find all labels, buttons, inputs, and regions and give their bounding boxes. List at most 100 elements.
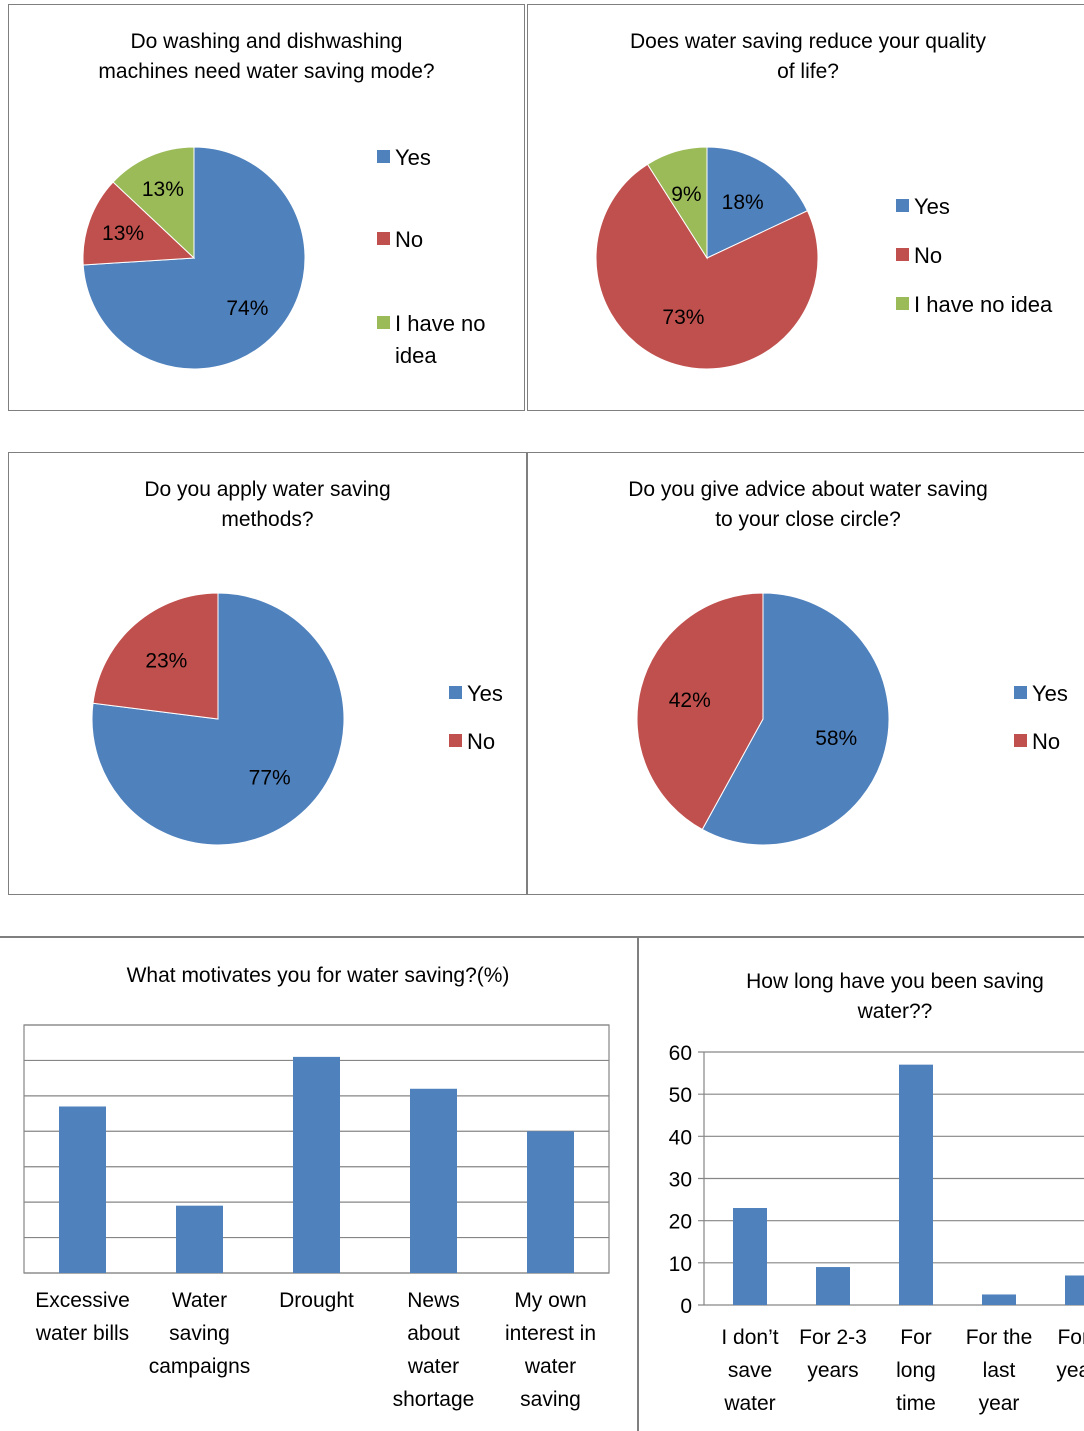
legend-swatch-yes — [377, 150, 390, 163]
category-label: time — [896, 1392, 936, 1415]
chart-panel-machines-water-saving-mode: Do washing and dishwashing machines need… — [8, 4, 525, 411]
bar-water-saving-campaigns — [176, 1205, 223, 1273]
chart-title: Do washing and dishwashing machines need… — [98, 30, 435, 83]
y-tick-label: 0 — [680, 1295, 692, 1318]
slice-label: 13% — [142, 178, 184, 201]
bar-i-don-t-save-water — [733, 1208, 767, 1305]
slice-label: 9% — [671, 183, 701, 206]
pie-chart: 77% 23% Yes No — [91, 592, 503, 846]
category-label: shortage — [393, 1388, 475, 1411]
legend-label: No — [1032, 729, 1060, 754]
bar-drought — [293, 1056, 340, 1273]
chart-panel-duration: How long have you been saving water?? 0 1… — [639, 937, 1084, 1431]
category-label: years — [1056, 1359, 1084, 1382]
row-divider-line — [0, 936, 1084, 938]
category-label: saving — [169, 1322, 230, 1345]
column-divider-line — [637, 936, 639, 1431]
category-label: water — [524, 1355, 576, 1378]
legend-swatch-no — [449, 734, 462, 747]
pie-slice-no — [636, 592, 764, 831]
bar-for-4-years — [1065, 1275, 1084, 1305]
legend-swatch-i-have-no-idea — [896, 297, 909, 310]
chart-panel-quality-of-life: Does water saving reduce your quality of… — [527, 4, 1084, 411]
pie-slice-i-have-no-idea — [646, 146, 708, 260]
category-label: interest in — [505, 1322, 596, 1345]
legend-swatch-no — [1014, 734, 1027, 747]
legend-swatch-yes — [1014, 686, 1027, 699]
pie-chart: 58% 42% Yes No — [636, 592, 1068, 846]
slice-label: 23% — [145, 649, 187, 672]
y-tick-label: 40 — [669, 1126, 692, 1149]
category-label: long — [896, 1359, 936, 1382]
slice-label: 73% — [662, 306, 704, 329]
legend-label: I have no — [395, 311, 486, 336]
category-label: News — [407, 1289, 460, 1312]
legend-swatch-yes — [896, 199, 909, 212]
legend-label: No — [395, 227, 423, 252]
chart-title: What motivates you for water saving?(%) — [126, 964, 510, 987]
category-label: For 4 — [1057, 1326, 1084, 1349]
bar-for-2-3-years — [816, 1267, 850, 1305]
y-tick-label: 30 — [669, 1169, 692, 1192]
category-label: Excessive — [35, 1289, 130, 1312]
category-label: campaigns — [149, 1355, 251, 1378]
category-label: save — [728, 1359, 772, 1382]
legend-label: No — [914, 243, 942, 268]
slice-label: 77% — [249, 767, 291, 790]
chart-panel-give-advice: Do you give advice about water saving to… — [527, 452, 1084, 895]
chart-title: Do you apply water saving methods? — [144, 478, 391, 531]
slice-label: 42% — [669, 689, 711, 712]
y-tick-label: 20 — [669, 1211, 692, 1234]
category-label: years — [807, 1359, 858, 1382]
category-label: For — [900, 1326, 932, 1349]
bar-chart: 0 10 20 30 40 50 60 I don’t save water For 2-3 year… — [669, 1042, 1084, 1415]
chart-panel-apply-methods: Do you apply water saving methods? 77% 23… — [8, 452, 527, 895]
category-label: For the — [966, 1326, 1033, 1349]
bar-my-own-interest-in-water-saving — [527, 1131, 574, 1273]
y-tick-label: 10 — [669, 1253, 692, 1276]
legend-swatch-yes — [449, 686, 462, 699]
category-label: Drought — [279, 1289, 354, 1312]
slice-label: 58% — [815, 727, 857, 750]
y-tick-label: 60 — [669, 1042, 692, 1065]
category-label: about — [407, 1322, 460, 1345]
category-label: Water — [172, 1289, 227, 1312]
pie-slice-yes — [706, 146, 809, 259]
bar-for-the-last-year — [982, 1294, 1016, 1305]
category-label: water — [407, 1355, 459, 1378]
pie-slice-yes — [701, 592, 890, 846]
category-label: saving — [520, 1388, 581, 1411]
bar-for-long-time — [899, 1064, 933, 1305]
legend-label: Yes — [914, 194, 950, 219]
slice-label: 74% — [226, 297, 268, 320]
category-label: last — [983, 1359, 1016, 1382]
category-label: I don’t — [721, 1326, 778, 1349]
legend-label: Yes — [467, 681, 503, 706]
bar-chart: Excessive water bills Water saving campaigns… — [23, 1024, 610, 1411]
chart-title: Do you give advice about water saving to… — [628, 478, 988, 531]
chart-title: How long have you been saving water?? — [746, 970, 1044, 1023]
pie-slice-i-have-no-idea — [112, 146, 195, 260]
pie-chart: 18% 73% 9% Yes No I have no idea — [595, 146, 1053, 370]
chart-panel-motivation: What motivates you for water saving?(%) … — [0, 937, 636, 1431]
legend-label: idea — [395, 343, 437, 368]
category-label: water — [723, 1392, 775, 1415]
legend-label: Yes — [395, 145, 431, 170]
category-label: For 2-3 — [799, 1326, 867, 1349]
chart-title: Does water saving reduce your quality of… — [629, 30, 986, 83]
pie-slice-no — [595, 163, 819, 370]
legend-label: I have no idea — [914, 292, 1053, 317]
legend-label: No — [467, 729, 495, 754]
pie-slice-yes — [91, 592, 345, 846]
category-label: year — [979, 1392, 1020, 1415]
slice-label: 18% — [722, 191, 764, 214]
category-label: water bills — [35, 1322, 129, 1345]
bar-excessive-water-bills — [59, 1106, 106, 1273]
legend-label: Yes — [1032, 681, 1068, 706]
category-label: My own — [514, 1289, 586, 1312]
bar-news-about-water-shortage — [410, 1088, 457, 1273]
pie-slice-no — [82, 181, 196, 266]
legend-swatch-no — [377, 232, 390, 245]
pie-chart: 74% 13% 13% Yes No I have no idea — [82, 145, 486, 370]
pie-slice-no — [92, 592, 219, 720]
